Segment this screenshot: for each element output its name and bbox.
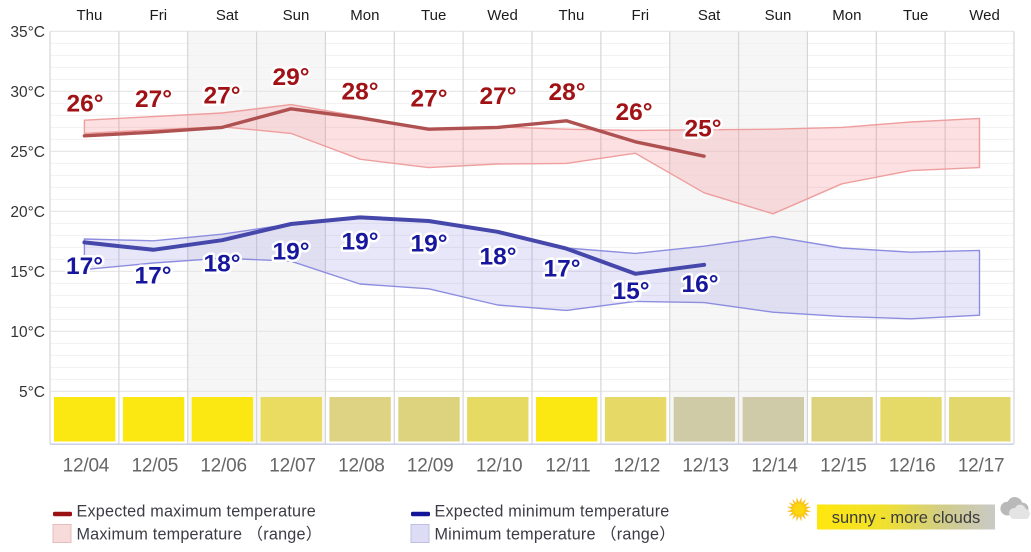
svg-text:Fri: Fri [632,7,650,24]
svg-text:Mon: Mon [350,7,379,24]
svg-text:Wed: Wed [969,7,1000,24]
svg-text:25°C: 25°C [10,144,45,161]
svg-text:Tue: Tue [421,7,446,24]
svg-text:12/12: 12/12 [614,456,661,477]
svg-text:15°C: 15°C [10,264,45,281]
svg-text:26°: 26° [66,91,103,118]
svg-text:25°: 25° [684,116,721,143]
svg-text:sunny - more clouds: sunny - more clouds [832,509,981,527]
svg-text:19°: 19° [272,239,309,266]
svg-text:12/11: 12/11 [545,456,590,477]
svg-text:12/09: 12/09 [407,456,454,477]
svg-text:Maximum temperature （range）: Maximum temperature （range） [77,526,323,544]
svg-text:19°: 19° [410,231,447,258]
svg-text:12/15: 12/15 [820,456,867,477]
svg-text:17°: 17° [66,253,103,280]
svg-text:12/13: 12/13 [682,456,729,477]
svg-text:12/05: 12/05 [132,456,179,477]
svg-text:Thu: Thu [76,7,102,24]
svg-text:29°: 29° [272,64,309,91]
svg-text:Sat: Sat [216,7,239,24]
svg-text:28°: 28° [341,79,378,106]
svg-text:Expected maximum temperature: Expected maximum temperature [77,503,317,521]
svg-text:26°: 26° [615,99,652,126]
svg-text:17°: 17° [134,263,171,290]
svg-text:35°C: 35°C [10,24,45,41]
svg-text:Minimum temperature （range）: Minimum temperature （range） [435,526,676,544]
svg-text:Sat: Sat [698,7,721,24]
svg-text:19°: 19° [341,229,378,256]
svg-text:20°C: 20°C [10,204,45,221]
svg-text:Thu: Thu [558,7,584,24]
svg-text:12/06: 12/06 [200,456,247,477]
svg-text:16°: 16° [681,271,718,298]
svg-text:12/07: 12/07 [269,456,316,477]
svg-text:30°C: 30°C [10,84,45,101]
svg-text:Tue: Tue [903,7,928,24]
svg-text:Wed: Wed [487,7,518,24]
svg-text:Sun: Sun [283,7,310,24]
svg-text:18°: 18° [479,244,516,271]
svg-text:28°: 28° [548,79,585,106]
svg-text:27°: 27° [479,83,516,110]
svg-text:5°C: 5°C [19,384,45,401]
svg-text:Fri: Fri [150,7,168,24]
svg-text:12/08: 12/08 [338,456,385,477]
svg-text:27°: 27° [203,83,240,110]
svg-text:18°: 18° [203,251,240,278]
svg-text:Sun: Sun [765,7,792,24]
svg-text:12/17: 12/17 [958,456,1005,477]
svg-text:12/14: 12/14 [751,456,798,477]
svg-text:17°: 17° [543,256,580,283]
svg-text:12/10: 12/10 [476,456,523,477]
svg-text:15°: 15° [612,278,649,305]
svg-text:27°: 27° [410,86,447,113]
svg-text:Mon: Mon [832,7,861,24]
svg-text:Expected minimum temperature: Expected minimum temperature [435,503,670,521]
svg-text:12/16: 12/16 [889,456,936,477]
svg-text:10°C: 10°C [10,324,45,341]
svg-text:12/04: 12/04 [63,456,110,477]
svg-text:27°: 27° [135,86,172,113]
